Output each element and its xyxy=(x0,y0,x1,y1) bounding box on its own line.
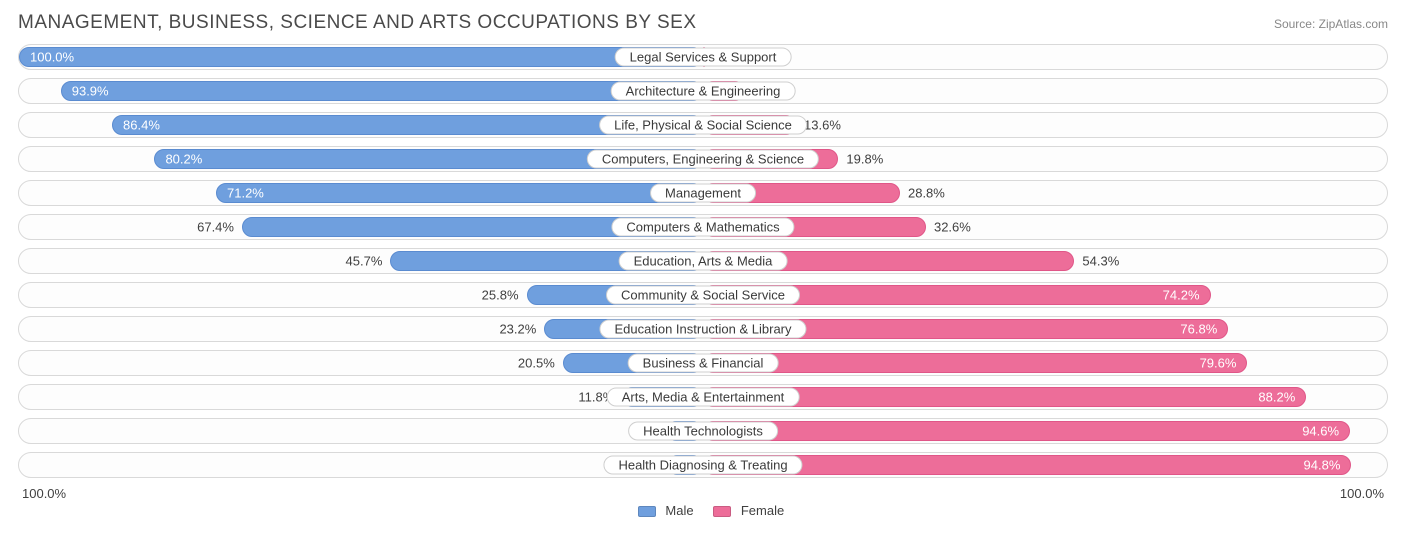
female-value: 88.2% xyxy=(1258,390,1295,405)
legend: Male Female xyxy=(18,503,1388,518)
female-value: 94.8% xyxy=(1304,458,1341,473)
male-value: 23.2% xyxy=(499,322,536,337)
category-label: Life, Physical & Social Science xyxy=(599,116,807,135)
category-label: Arts, Media & Entertainment xyxy=(607,388,800,407)
category-label: Legal Services & Support xyxy=(615,48,792,67)
chart-row: 45.7% 54.3% Education, Arts & Media xyxy=(18,248,1388,274)
female-value: 79.6% xyxy=(1200,356,1237,371)
chart-row: 20.5% 79.6% Business & Financial xyxy=(18,350,1388,376)
category-label: Education, Arts & Media xyxy=(619,252,788,271)
category-label: Computers, Engineering & Science xyxy=(587,150,819,169)
female-bar: 94.6% xyxy=(703,421,1350,441)
axis-left-label: 100.0% xyxy=(22,486,66,501)
chart-row: 86.4% 13.6%Life, Physical & Social Scienc… xyxy=(18,112,1388,138)
female-value: 94.6% xyxy=(1302,424,1339,439)
category-label: Architecture & Engineering xyxy=(611,82,796,101)
chart-row: 100.0%0.0%Legal Services & Support xyxy=(18,44,1388,70)
chart-header: MANAGEMENT, BUSINESS, SCIENCE AND ARTS O… xyxy=(18,12,1388,34)
female-bar: 79.6% xyxy=(703,353,1247,373)
legend-swatch-female xyxy=(713,506,731,517)
source-label: Source: xyxy=(1274,17,1315,31)
chart-row: 93.9%6.1%Architecture & Engineering xyxy=(18,78,1388,104)
male-value: 25.8% xyxy=(482,288,519,303)
chart-title: MANAGEMENT, BUSINESS, SCIENCE AND ARTS O… xyxy=(18,12,697,34)
category-label: Community & Social Service xyxy=(606,286,800,305)
male-value: 86.4% xyxy=(123,118,160,133)
female-value: 13.6% xyxy=(804,118,841,133)
female-value: 74.2% xyxy=(1163,288,1200,303)
legend-swatch-male xyxy=(638,506,656,517)
female-value: 54.3% xyxy=(1082,254,1119,269)
male-value: 20.5% xyxy=(518,356,555,371)
chart-row: 5.4%94.6%Health Technologists xyxy=(18,418,1388,444)
chart-row: 80.2% 19.8% Computers, Engineering & Scien… xyxy=(18,146,1388,172)
source-name: ZipAtlas.com xyxy=(1319,17,1388,31)
diverging-bar-chart: 100.0%0.0%Legal Services & Support93.9%6… xyxy=(18,44,1388,478)
male-bar: 100.0% xyxy=(19,47,703,67)
male-value: 45.7% xyxy=(346,254,383,269)
female-value: 76.8% xyxy=(1180,322,1217,337)
category-label: Management xyxy=(650,184,756,203)
chart-row: 23.2% 76.8% Education Instruction & Librar… xyxy=(18,316,1388,342)
male-bar: 71.2% xyxy=(216,183,703,203)
category-label: Computers & Mathematics xyxy=(611,218,794,237)
chart-row: 5.2%94.8%Health Diagnosing & Treating xyxy=(18,452,1388,478)
male-bar: 93.9% xyxy=(61,81,703,101)
axis-right-label: 100.0% xyxy=(1340,486,1384,501)
legend-label-female: Female xyxy=(741,503,784,518)
female-value: 32.6% xyxy=(934,220,971,235)
x-axis: 100.0% 100.0% xyxy=(18,486,1388,501)
legend-label-male: Male xyxy=(665,503,693,518)
male-value: 80.2% xyxy=(165,152,202,167)
chart-row: 25.8% 74.2% Community & Social Service xyxy=(18,282,1388,308)
male-value: 67.4% xyxy=(197,220,234,235)
category-label: Health Technologists xyxy=(628,422,778,441)
chart-row: 11.8%88.2%Arts, Media & Entertainment xyxy=(18,384,1388,410)
category-label: Health Diagnosing & Treating xyxy=(603,456,802,475)
male-value: 71.2% xyxy=(227,186,264,201)
male-value: 100.0% xyxy=(30,50,74,65)
female-value: 28.8% xyxy=(908,186,945,201)
source-attribution: Source: ZipAtlas.com xyxy=(1274,17,1388,31)
category-label: Business & Financial xyxy=(628,354,779,373)
chart-row: 67.4% 32.6% Computers & Mathematics xyxy=(18,214,1388,240)
category-label: Education Instruction & Library xyxy=(599,320,806,339)
male-value: 93.9% xyxy=(72,84,109,99)
chart-row: 71.2% 28.8% Management xyxy=(18,180,1388,206)
female-value: 19.8% xyxy=(846,152,883,167)
